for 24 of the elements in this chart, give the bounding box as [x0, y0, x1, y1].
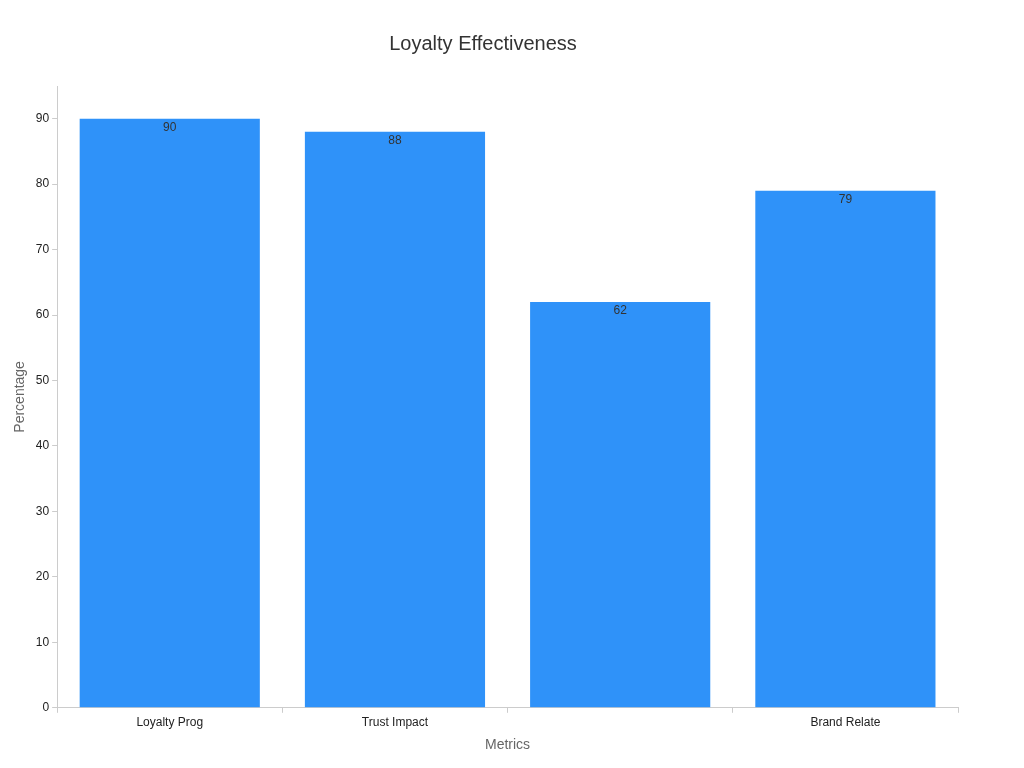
bar — [304, 131, 486, 708]
y-tick-label: 0 — [42, 700, 50, 715]
y-tick-label: 90 — [35, 111, 50, 126]
x-axis-title: Metrics — [485, 736, 531, 753]
data-label: 88 — [388, 133, 402, 148]
data-label: 79 — [838, 192, 853, 207]
y-tick-label: 80 — [35, 176, 50, 191]
bar — [530, 301, 711, 708]
y-tick-label: 10 — [35, 634, 50, 649]
y-tick-label: 30 — [35, 503, 50, 518]
x-tick-label: Loyalty Prog — [136, 715, 204, 730]
y-tick-label: 50 — [35, 372, 50, 387]
y-axis-title: Percentage — [11, 360, 28, 433]
y-tick-label: 70 — [35, 241, 50, 256]
chart-title: Loyalty Effectiveness — [389, 31, 577, 54]
y-tick-label: 20 — [35, 569, 50, 584]
data-label: 62 — [613, 303, 628, 318]
x-tick-label: Trust Impact — [361, 715, 429, 730]
y-tick-label: 40 — [35, 438, 50, 453]
bar — [755, 190, 936, 708]
bar — [79, 118, 260, 708]
x-tick-label: Brand Relate — [810, 715, 881, 730]
y-tick-label: 60 — [35, 307, 50, 322]
data-label: 90 — [163, 120, 177, 135]
